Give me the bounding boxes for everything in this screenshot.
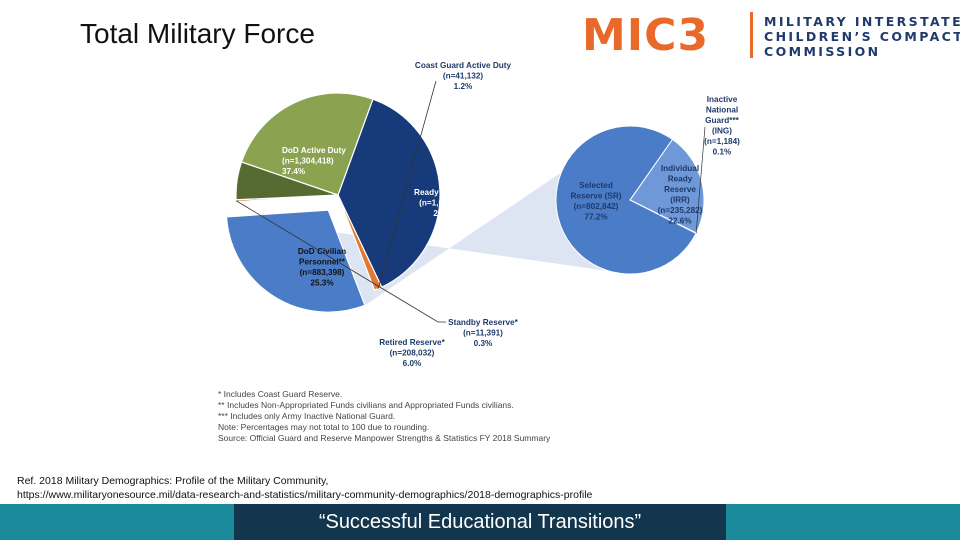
logo-mark: MIC3 [582,10,710,61]
note-source: Source: Official Guard and Reserve Manpo… [218,433,551,443]
label-dod-civilian-personnel: DoD Civilian Personnel** (n=883,398) 25.3% [298,247,346,288]
label-inactive-national-guard: Inactive National Guard*** (ING) (n=1,184) 0.… [704,95,740,157]
coast-guard-leader [377,80,437,289]
footer-bar: “Successful Educational Transitions” [0,504,960,540]
label-dod-active-duty: DoD Active Duty (n=1,304,418) 37.4% [282,146,346,176]
ing-leader [695,126,706,234]
chart-notes: * Includes Coast Guard Reserve. ** Inclu… [218,389,550,444]
footer-tagline: “Successful Educational Transitions” [234,504,726,540]
logo-line-1: MILITARY INTERSTATE [764,14,960,29]
reference: Ref. 2018 Military Demographics: Profile… [17,474,592,502]
logo-line-2: CHILDREN’S COMPACT [764,29,960,44]
label-coast-guard-active-duty: Coast Guard Active Duty (n=41,132) 1.2% [415,61,512,91]
note-1: * Includes Coast Guard Reserve. [218,389,343,399]
standby-leader [235,200,446,323]
label-retired-reserve: Retired Reserve* (n=208,032) 6.0% [379,338,445,368]
label-standby-reserve: Standby Reserve* (n=11,391) 0.3% [448,318,518,348]
reference-line-1: Ref. 2018 Military Demographics: Profile… [17,475,329,487]
note-4: Note: Percentages may not total to 100 d… [218,422,430,432]
logo-line-3: COMMISSION [764,44,881,59]
reference-url: https://www.militaryonesource.mil/data-r… [17,489,593,501]
breakout-slice-selected-reserve-sr [555,125,697,275]
label-individual-ready-reserve: Individual Ready Reserve (IRR) (n=235,282) 22… [658,164,703,226]
slice-dod-civilian-personnel [240,92,374,196]
slice-dod-active-duty [337,98,441,288]
mic3-logo: MIC3 MILITARY INTERSTATE CHILDREN’S COMP… [582,8,960,64]
note-3: *** Includes only Army Inactive National… [218,411,396,421]
slide-title: Total Military Force [80,18,315,49]
logo-divider [750,12,753,58]
label-ready-reserve: Ready Reserve* (n=1,039,308) 29.8% [414,188,477,218]
note-2: ** Includes Non-Appropriated Funds civil… [218,400,514,410]
total-force-chart: DoD Active Duty (n=1,304,418) 37.4% Ready R… [225,61,740,368]
logo-wordmark: MILITARY INTERSTATE CHILDREN’S COMPACT C… [764,14,960,59]
breakout-slice-individual-ready-reserve-irr [629,138,705,234]
label-selected-reserve: Selected Reserve (SR) (n=802,842) 77.2% [571,181,622,222]
slice-ready-reserve [225,209,366,313]
